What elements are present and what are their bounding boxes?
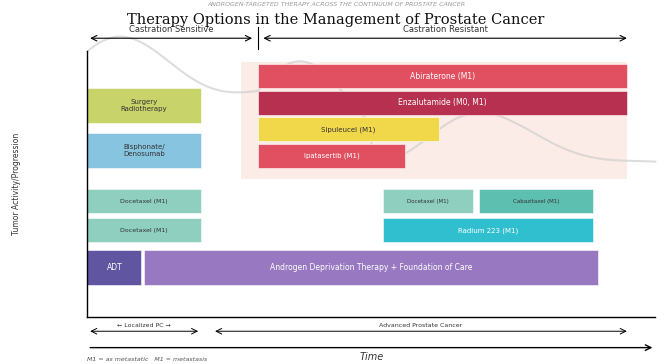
Text: Docetaxel (M1): Docetaxel (M1) (120, 199, 168, 203)
Text: Ipatasertib (M1): Ipatasertib (M1) (304, 153, 360, 159)
Text: Sipuleucel (M1): Sipuleucel (M1) (321, 126, 376, 132)
Text: Castration Resistant: Castration Resistant (403, 25, 488, 34)
Text: ← Localized PC →: ← Localized PC → (118, 323, 171, 328)
Bar (257, 91, 627, 115)
Text: Enzalutamide (M0, M1): Enzalutamide (M0, M1) (398, 98, 487, 107)
Bar (87, 133, 201, 168)
Text: Tumor Activity/Progression: Tumor Activity/Progression (12, 133, 22, 235)
Text: Docetaxel (M1): Docetaxel (M1) (407, 199, 449, 203)
Bar (87, 88, 201, 123)
Text: Therapy Options in the Management of Prostate Cancer: Therapy Options in the Management of Pro… (127, 13, 545, 27)
Bar (241, 62, 627, 178)
Text: Radium 223 (M1): Radium 223 (M1) (458, 227, 518, 234)
Bar (479, 189, 593, 213)
Text: Time: Time (359, 352, 384, 362)
Text: Advanced Prostate Cancer: Advanced Prostate Cancer (379, 323, 462, 328)
Text: Androgen Deprivation Therapy + Foundation of Care: Androgen Deprivation Therapy + Foundatio… (270, 263, 472, 272)
Text: Bisphonate/
Denosumab: Bisphonate/ Denosumab (123, 144, 165, 157)
Text: ADT: ADT (106, 263, 122, 272)
Text: ANDROGEN-TARGETED THERAPY ACROSS THE CONTINUUM OF PROSTATE CANCER: ANDROGEN-TARGETED THERAPY ACROSS THE CON… (207, 2, 465, 7)
Bar (257, 144, 405, 168)
Text: M1 = as metastatic   M1 = metastasis: M1 = as metastatic M1 = metastasis (87, 357, 208, 362)
Bar (144, 250, 599, 285)
Text: Surgery
Radiotherapy: Surgery Radiotherapy (121, 99, 167, 112)
Bar (382, 218, 593, 242)
Bar (87, 218, 201, 242)
Bar (257, 117, 439, 141)
Bar (87, 189, 201, 213)
Text: Castration Sensitive: Castration Sensitive (129, 25, 214, 34)
Text: Abiraterone (M1): Abiraterone (M1) (410, 72, 475, 81)
Bar (87, 250, 141, 285)
Text: Cabazitaxel (M1): Cabazitaxel (M1) (513, 199, 559, 203)
Bar (382, 189, 474, 213)
Bar (257, 64, 627, 88)
Text: Docetaxel (M1): Docetaxel (M1) (120, 228, 168, 233)
